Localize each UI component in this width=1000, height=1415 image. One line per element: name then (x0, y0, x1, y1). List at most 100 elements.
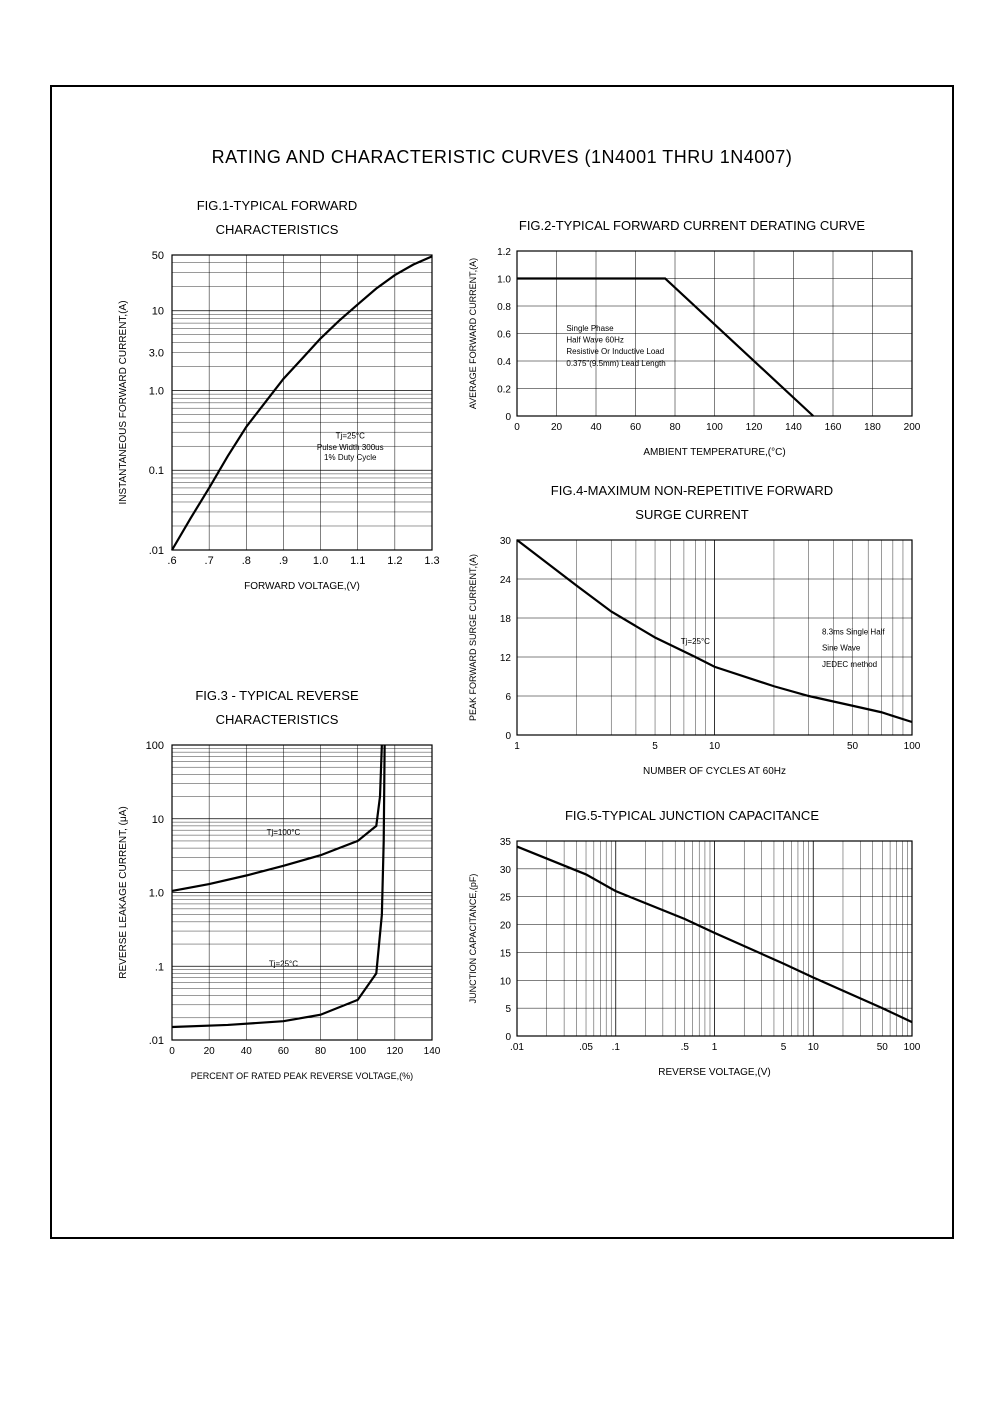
svg-text:1: 1 (712, 1042, 718, 1053)
svg-text:0: 0 (514, 422, 520, 433)
fig4-svg: 1510501000612182430Tj=25°C8.3ms Single H… (462, 530, 922, 780)
svg-text:Pulse Width 300us: Pulse Width 300us (317, 443, 384, 452)
svg-text:140: 140 (424, 1046, 441, 1057)
svg-text:50: 50 (847, 741, 859, 752)
svg-text:40: 40 (241, 1046, 253, 1057)
svg-text:JEDEC method: JEDEC method (822, 660, 877, 669)
svg-text:160: 160 (825, 422, 842, 433)
svg-text:.01: .01 (149, 545, 164, 557)
svg-text:.9: .9 (279, 555, 288, 567)
svg-text:200: 200 (904, 422, 921, 433)
svg-text:1.2: 1.2 (497, 247, 511, 258)
svg-text:REVERSE LEAKAGE CURRENT, (μA): REVERSE LEAKAGE CURRENT, (μA) (118, 807, 129, 979)
svg-text:Single Phase: Single Phase (566, 324, 614, 333)
fig5-svg: 151050100.01.05.1.505101520253035REVERSE… (462, 831, 922, 1081)
page-title: RATING AND CHARACTERISTIC CURVES (1N4001… (52, 147, 952, 168)
svg-text:10: 10 (500, 976, 512, 987)
svg-text:10: 10 (152, 306, 164, 318)
svg-text:24: 24 (500, 575, 512, 586)
fig1-title-line2: CHARACTERISTICS (112, 221, 442, 239)
svg-text:0.6: 0.6 (497, 330, 511, 341)
svg-text:25: 25 (500, 893, 512, 904)
svg-text:100: 100 (349, 1046, 366, 1057)
svg-text:.6: .6 (167, 555, 176, 567)
svg-text:100: 100 (904, 741, 921, 752)
svg-text:0.4: 0.4 (497, 357, 511, 368)
fig3-svg: 0204060801001201401.010100.1.01Tj=100°CT… (112, 735, 442, 1085)
svg-text:1.0: 1.0 (149, 386, 164, 398)
svg-text:50: 50 (877, 1042, 889, 1053)
svg-text:.1: .1 (155, 962, 164, 974)
svg-text:6: 6 (505, 692, 511, 703)
svg-text:60: 60 (630, 422, 642, 433)
fig4: FIG.4-MAXIMUM NON-REPETITIVE FORWARD SUR… (462, 482, 922, 780)
fig1: FIG.1-TYPICAL FORWARD CHARACTERISTICS .6… (112, 197, 442, 595)
svg-text:Tj=25°C: Tj=25°C (269, 960, 298, 969)
svg-text:0.8: 0.8 (497, 302, 511, 313)
svg-text:18: 18 (500, 614, 512, 625)
svg-text:AVERAGE FORWARD CURRENT,(A): AVERAGE FORWARD CURRENT,(A) (468, 258, 478, 409)
fig1-svg: .6.7.8.91.01.11.21.31.03.010500.1.01Tj=2… (112, 245, 442, 595)
page: RATING AND CHARACTERISTIC CURVES (1N4001… (0, 0, 1000, 1415)
svg-text:35: 35 (500, 837, 512, 848)
svg-text:1.0: 1.0 (149, 888, 164, 900)
svg-text:AMBIENT TEMPERATURE,(°C): AMBIENT TEMPERATURE,(°C) (643, 447, 785, 458)
svg-text:20: 20 (204, 1046, 216, 1057)
svg-text:8.3ms Single Half: 8.3ms Single Half (822, 628, 885, 637)
svg-text:100: 100 (706, 422, 723, 433)
fig4-title-line2: SURGE CURRENT (462, 506, 922, 524)
fig3-title-line2: CHARACTERISTICS (112, 711, 442, 729)
svg-text:10: 10 (808, 1042, 820, 1053)
svg-text:20: 20 (500, 921, 512, 932)
svg-text:Half Wave 60Hz: Half Wave 60Hz (566, 336, 624, 345)
svg-text:JUNCTION CAPACITANCE,(pF): JUNCTION CAPACITANCE,(pF) (468, 874, 478, 1004)
svg-text:40: 40 (590, 422, 602, 433)
svg-text:30: 30 (500, 865, 512, 876)
svg-text:.01: .01 (149, 1035, 164, 1047)
svg-text:5: 5 (781, 1042, 787, 1053)
page-frame: RATING AND CHARACTERISTIC CURVES (1N4001… (50, 85, 954, 1239)
svg-text:.1: .1 (612, 1042, 621, 1053)
svg-text:80: 80 (669, 422, 681, 433)
fig5-title: FIG.5-TYPICAL JUNCTION CAPACITANCE (462, 807, 922, 825)
svg-text:INSTANTANEOUS FORWARD CURRENT,: INSTANTANEOUS FORWARD CURRENT,(A) (118, 301, 129, 505)
fig1-title-line1: FIG.1-TYPICAL FORWARD (112, 197, 442, 215)
svg-text:50: 50 (152, 250, 164, 262)
svg-text:5: 5 (505, 1004, 511, 1015)
svg-text:60: 60 (278, 1046, 290, 1057)
svg-text:.05: .05 (579, 1042, 593, 1053)
svg-text:0: 0 (505, 412, 511, 423)
svg-text:NUMBER OF CYCLES AT 60Hz: NUMBER OF CYCLES AT 60Hz (643, 766, 786, 777)
svg-text:10: 10 (709, 741, 721, 752)
fig2-svg: 02040608010012014016018020000.20.40.60.8… (462, 241, 922, 461)
svg-text:1% Duty Cycle: 1% Duty Cycle (324, 453, 377, 462)
svg-text:10: 10 (152, 814, 164, 826)
svg-text:1.0: 1.0 (313, 555, 328, 567)
svg-text:0: 0 (169, 1046, 175, 1057)
svg-text:Tj=25°C: Tj=25°C (681, 637, 710, 646)
svg-text:0.1: 0.1 (149, 466, 164, 478)
svg-text:3.0: 3.0 (149, 348, 164, 360)
fig2-title: FIG.2-TYPICAL FORWARD CURRENT DERATING C… (462, 217, 922, 235)
svg-text:80: 80 (315, 1046, 327, 1057)
svg-text:Sine Wave: Sine Wave (822, 644, 861, 653)
fig4-title-line1: FIG.4-MAXIMUM NON-REPETITIVE FORWARD (462, 482, 922, 500)
svg-text:180: 180 (864, 422, 881, 433)
fig5: FIG.5-TYPICAL JUNCTION CAPACITANCE 15105… (462, 807, 922, 1081)
svg-text:Tj=100°C: Tj=100°C (267, 828, 301, 837)
fig3-title-line1: FIG.3 - TYPICAL REVERSE (112, 687, 442, 705)
svg-text:FORWARD VOLTAGE,(V): FORWARD VOLTAGE,(V) (244, 581, 360, 592)
svg-text:.01: .01 (510, 1042, 524, 1053)
svg-text:REVERSE VOLTAGE,(V): REVERSE VOLTAGE,(V) (658, 1067, 770, 1078)
fig2: FIG.2-TYPICAL FORWARD CURRENT DERATING C… (462, 217, 922, 461)
svg-text:100: 100 (904, 1042, 921, 1053)
svg-text:120: 120 (746, 422, 763, 433)
fig3: FIG.3 - TYPICAL REVERSE CHARACTERISTICS … (112, 687, 442, 1085)
svg-text:0.375"(9.5mm) Lead Length: 0.375"(9.5mm) Lead Length (566, 359, 665, 368)
svg-text:12: 12 (500, 653, 512, 664)
svg-text:120: 120 (387, 1046, 404, 1057)
svg-text:.8: .8 (242, 555, 251, 567)
svg-text:0.2: 0.2 (497, 385, 511, 396)
svg-text:.7: .7 (205, 555, 214, 567)
svg-text:1: 1 (514, 741, 520, 752)
